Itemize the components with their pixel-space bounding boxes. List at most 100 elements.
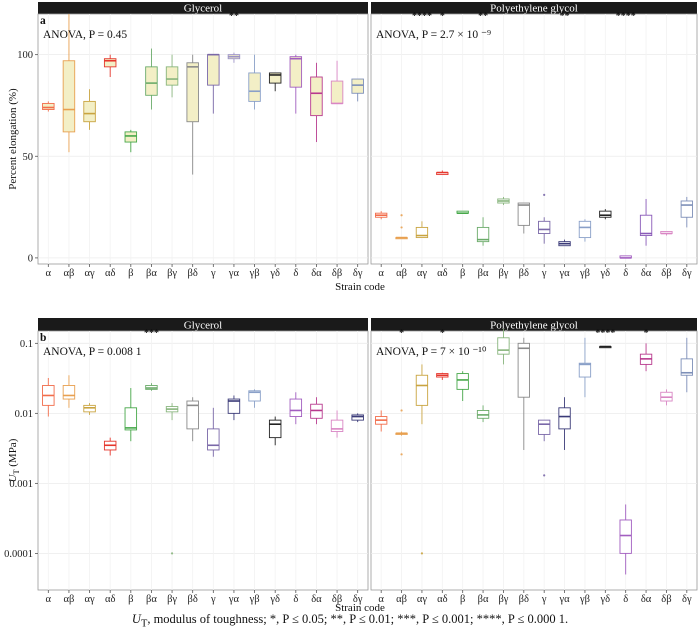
significance-label: * [440,328,445,339]
facet-strip-label: Glycerol [184,3,222,15]
x-tick-label: γδ [600,594,611,605]
x-tick-label: αγ [417,268,428,279]
significance-label: ** [229,11,239,22]
outlier-point [543,474,546,477]
x-tick-label: αδ [437,268,448,279]
box-δβ [660,389,673,406]
facet-polyethylene-glycol: Polyethylene glycol* * **** *ANOVA, P = 7 ×… [370,318,698,605]
box-βγ [497,329,510,365]
y-tick-label: 0.01 [15,409,33,420]
significance-label: * [644,328,649,339]
box-body [289,56,303,88]
box-body [351,414,364,421]
x-tick-label: αβ [396,268,407,279]
outlier-point [420,552,424,555]
x-tick-label: αβ [64,594,75,605]
box-δα [310,62,323,143]
box-γδ [599,209,612,220]
x-tick-label: β [128,594,133,605]
box-body [62,60,76,133]
box-αβ [62,14,76,153]
box-α [375,410,388,432]
box-αδ [103,54,117,78]
y-tick-label: 0.1 [20,339,33,350]
anova-annotation: ANOVA, P = 0.45 [43,29,127,41]
box-body [227,398,241,414]
panel-letter: a [40,15,46,27]
outlier-point [170,552,174,555]
box-body [456,373,469,390]
x-tick-label: αδ [105,594,116,605]
box-δ [619,255,632,259]
box-body [268,419,282,439]
box-body [248,390,261,402]
box-body [351,78,364,94]
box-body [207,54,220,86]
anova-annotation: ANOVA, P = 0.008 1 [43,346,142,358]
x-tick-label: β [128,268,133,279]
box-β [456,210,469,214]
box-body [517,342,530,398]
facet-polyethylene-glycol: Polyethylene glycol**** * ** ** ****ANOVA, P… [370,2,698,279]
box-α [42,101,55,112]
box-γδ [268,72,282,92]
box-body [83,404,96,413]
box-γ [207,407,220,457]
plot-area [37,13,369,265]
x-tick-label: α [46,268,52,279]
x-tick-label: γβ [579,268,590,279]
x-tick-label: γδ [600,268,611,279]
box-body [124,131,138,143]
outlier-point [400,453,403,456]
y-axis-label: UT (MPa) [7,438,21,482]
box-δα [310,397,323,425]
x-tick-label: βα [478,268,489,279]
facet-strip [371,2,697,14]
box-body [186,62,199,123]
box-body [578,362,592,378]
x-tick-label: δβ [661,594,671,605]
x-tick-label: βδ [519,594,529,605]
box-body [330,419,344,432]
x-tick-label: γ [210,594,216,605]
box-body [538,419,551,435]
x-tick-label: γ [541,594,547,605]
box-δβ [330,410,344,438]
box-body [145,66,158,96]
box-body [165,66,179,86]
significance-label: **** [595,328,615,339]
significance-label: **** [412,11,432,22]
x-tick-label: δγ [682,594,692,605]
box-body [42,102,55,110]
x-tick-label: βα [146,268,157,279]
box-αδ [436,372,449,380]
box-βα [476,405,490,423]
x-tick-label: βδ [519,268,529,279]
x-tick-label: αδ [437,594,448,605]
box-αβ [395,409,408,456]
facet-strip [371,318,697,331]
facet-strip-label: Glycerol [184,320,222,332]
x-axis-label: Strain code [335,281,385,293]
x-tick-label: δβ [661,268,671,279]
box-δβ [330,60,344,105]
x-tick-label: βα [146,594,157,605]
x-tick-label: γδ [269,594,280,605]
significance-label: * [399,328,404,339]
box-γβ [248,54,261,110]
box-body [476,226,490,243]
significance-label: ** [560,11,570,22]
x-tick-label: δ [623,268,628,279]
box-γ [538,193,551,244]
box-δγ [351,78,364,102]
box-γα [558,239,571,247]
x-tick-label: δγ [682,268,692,279]
box-body [83,100,96,123]
box-body [538,220,551,234]
box-body [558,407,571,430]
box-α [375,211,388,220]
box-αγ [415,364,429,555]
box-δγ [351,413,364,423]
x-tick-label: αβ [396,594,407,605]
x-tick-label: βγ [167,268,177,279]
